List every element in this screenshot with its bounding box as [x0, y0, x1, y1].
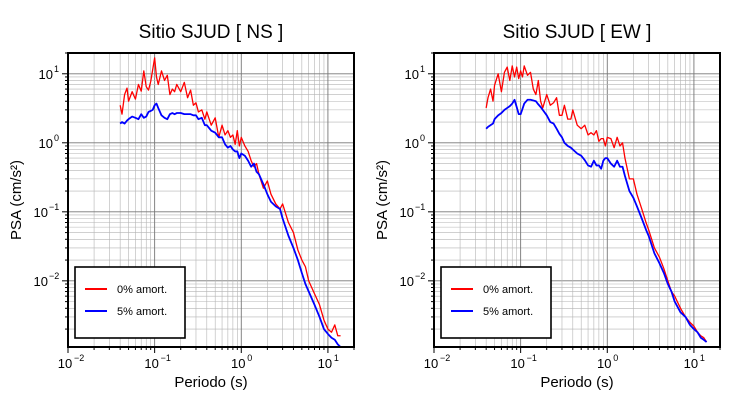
y-tick-exponent: −1 — [415, 202, 425, 212]
chart-title: Sitio SJUD [ NS ] — [139, 22, 284, 43]
legend-box — [74, 266, 186, 339]
x-tick-exponent: 0 — [613, 353, 618, 363]
x-tick-exponent: 1 — [334, 353, 339, 363]
y-tick-label: 10 — [405, 67, 419, 82]
y-tick-exponent: 0 — [420, 133, 425, 143]
legend: 0% amort. 5% amort. — [440, 266, 552, 339]
y-tick-exponent: −2 — [49, 271, 59, 281]
legend-label-0: 0% amort. — [483, 284, 533, 296]
y-axis-label: PSA (cm/s²) — [374, 160, 391, 240]
x-axis-label: Periodo (s) — [174, 374, 247, 391]
series-line-0 — [119, 57, 341, 337]
x-tick-exponent: −2 — [440, 353, 450, 363]
x-tick-label: 10 — [424, 356, 438, 371]
y-tick-label: 10 — [39, 136, 53, 151]
chart-title: Sitio SJUD [ EW ] — [503, 22, 652, 43]
y-tick-label: 10 — [400, 205, 414, 220]
y-tick-exponent: −1 — [49, 202, 59, 212]
x-axis-label: Periodo (s) — [540, 374, 613, 391]
x-tick-label: 10 — [231, 356, 245, 371]
legend-label-1: 5% amort. — [483, 306, 533, 318]
y-tick-label: 10 — [405, 136, 419, 151]
legend: 0% amort. 5% amort. — [74, 266, 186, 339]
series-line-1 — [485, 98, 708, 343]
x-tick-exponent: 1 — [700, 353, 705, 363]
y-tick-label: 10 — [39, 67, 53, 82]
x-tick-exponent: 0 — [247, 353, 252, 363]
legend-box — [440, 266, 552, 339]
x-tick-label: 10 — [684, 356, 698, 371]
x-tick-exponent: −1 — [161, 353, 171, 363]
series-line-0 — [485, 65, 708, 343]
y-tick-label: 10 — [34, 205, 48, 220]
y-tick-exponent: −2 — [415, 271, 425, 281]
y-tick-exponent: 1 — [54, 64, 59, 74]
x-tick-label: 10 — [318, 356, 332, 371]
plot-frame — [67, 52, 355, 348]
legend-label-1: 5% amort. — [117, 306, 167, 318]
y-axis-label: PSA (cm/s²) — [8, 160, 25, 240]
x-tick-label: 10 — [510, 356, 524, 371]
y-tick-label: 10 — [400, 274, 414, 289]
legend-label-0: 0% amort. — [117, 284, 167, 296]
x-tick-label: 10 — [58, 356, 72, 371]
plot-frame — [433, 52, 721, 348]
x-tick-exponent: −1 — [527, 353, 537, 363]
y-tick-exponent: 1 — [420, 64, 425, 74]
y-tick-exponent: 0 — [54, 133, 59, 143]
y-tick-label: 10 — [34, 274, 48, 289]
x-tick-exponent: −2 — [74, 353, 84, 363]
series-line-1 — [119, 102, 342, 348]
x-tick-label: 10 — [144, 356, 158, 371]
x-tick-label: 10 — [597, 356, 611, 371]
